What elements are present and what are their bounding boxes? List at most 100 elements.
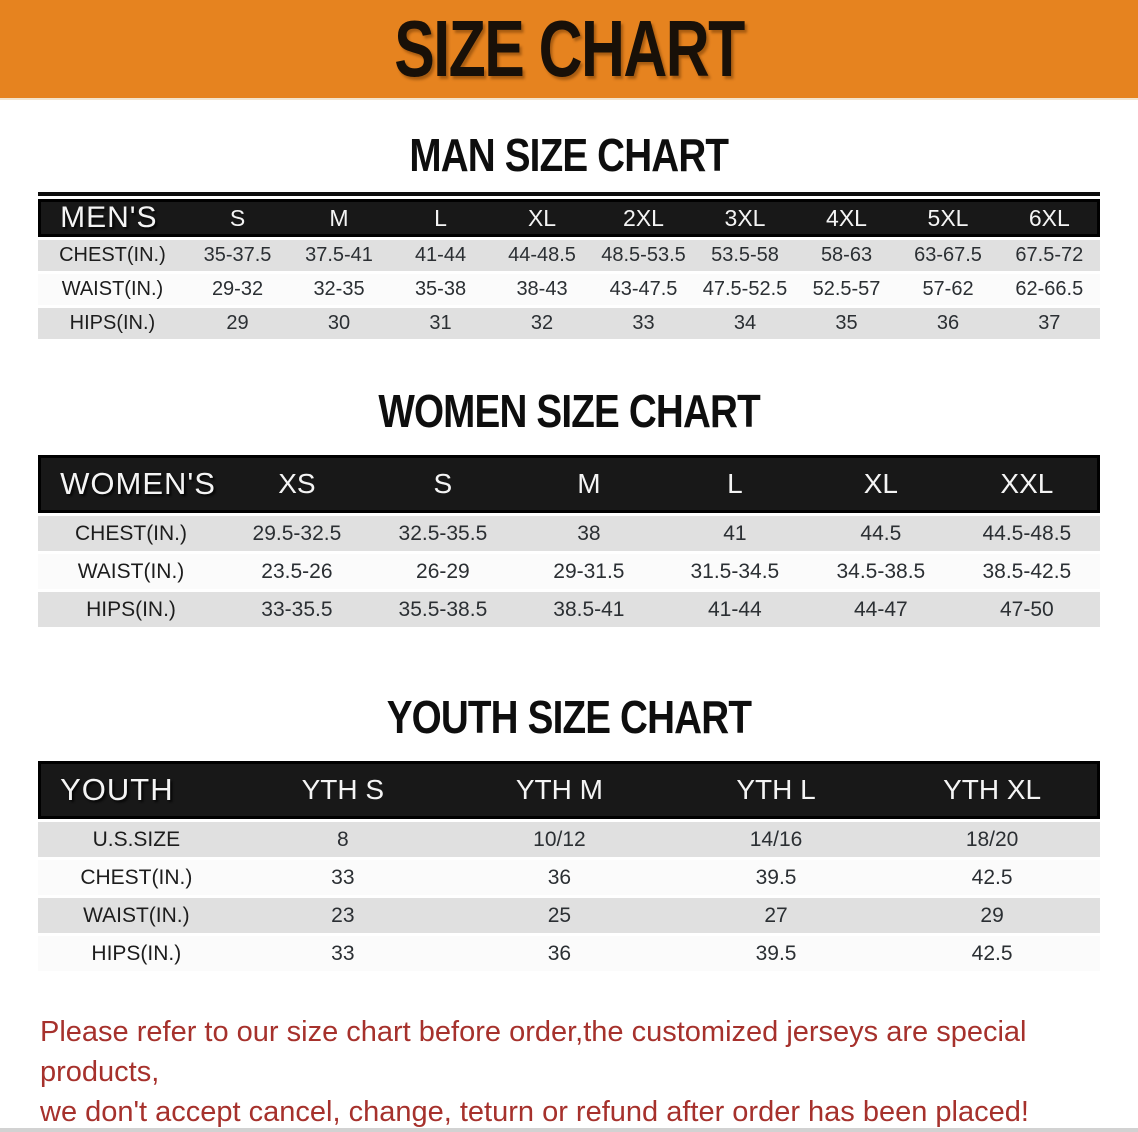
women-corner-label: WOMEN'S (38, 455, 224, 513)
cell: 33 (234, 936, 452, 971)
men-table-header-row: MEN'S S M L XL 2XL 3XL 4XL 5XL 6XL (38, 199, 1100, 237)
row-label: U.S.SIZE (38, 822, 235, 857)
column-header: 3XL (694, 199, 796, 237)
order-policy-note: Please refer to our size chart before or… (40, 1012, 1098, 1132)
men-table-top-rule (38, 192, 1100, 196)
cell: 14/16 (667, 822, 885, 857)
women-size-table: WOMEN'S XS S M L XL XXL CHEST(IN.) 29.5-… (38, 452, 1100, 630)
column-header: XS (223, 455, 370, 513)
cell: 63-67.5 (897, 240, 999, 271)
youth-ussize-row: U.S.SIZE 8 10/12 14/16 18/20 (38, 822, 1100, 857)
cell: 52.5-57 (795, 274, 898, 305)
youth-chest-row: CHEST(IN.) 33 36 39.5 42.5 (38, 860, 1100, 895)
cell: 31.5-34.5 (661, 554, 808, 589)
column-header: S (369, 455, 516, 513)
cell: 32-35 (288, 274, 390, 305)
men-corner-label: MEN'S (38, 199, 187, 237)
column-header: 6XL (998, 199, 1100, 237)
cell: 29-32 (186, 274, 289, 305)
row-label: HIPS(IN.) (38, 936, 235, 971)
row-label: HIPS(IN.) (38, 592, 224, 627)
cell: 26-29 (369, 554, 516, 589)
column-header: YTH L (667, 761, 885, 819)
cell: 33 (592, 308, 695, 339)
cell: 62-66.5 (998, 274, 1100, 305)
men-waist-row: WAIST(IN.) 29-32 32-35 35-38 38-43 43-47… (38, 274, 1100, 305)
cell: 37 (998, 308, 1100, 339)
women-waist-row: WAIST(IN.) 23.5-26 26-29 29-31.5 31.5-34… (38, 554, 1100, 589)
men-hips-row: HIPS(IN.) 29 30 31 32 33 34 35 36 37 (38, 308, 1100, 339)
cell: 36 (451, 936, 668, 971)
cell: 41 (661, 516, 808, 551)
youth-section-heading: YOUTH SIZE CHART (0, 690, 1138, 744)
column-header: YTH M (451, 761, 668, 819)
cell: 41-44 (389, 240, 492, 271)
cell: 44-48.5 (491, 240, 593, 271)
men-section-title: MAN SIZE CHART (409, 129, 730, 181)
cell: 25 (451, 898, 668, 933)
cell: 48.5-53.5 (592, 240, 695, 271)
bottom-edge-strip (0, 1128, 1138, 1132)
cell: 30 (288, 308, 390, 339)
cell: 33-35.5 (223, 592, 370, 627)
men-size-table: MEN'S S M L XL 2XL 3XL 4XL 5XL 6XL CHEST… (38, 196, 1100, 342)
women-section-title: WOMEN SIZE CHART (378, 385, 760, 437)
cell: 58-63 (795, 240, 898, 271)
column-header: 5XL (897, 199, 999, 237)
men-section-heading: MAN SIZE CHART (0, 128, 1138, 182)
cell: 29.5-32.5 (223, 516, 370, 551)
cell: 29 (186, 308, 289, 339)
cell: 29 (884, 898, 1100, 933)
banner-title: SIZE CHART (394, 4, 745, 93)
cell: 37.5-41 (288, 240, 390, 271)
cell: 53.5-58 (694, 240, 796, 271)
women-table-header-row: WOMEN'S XS S M L XL XXL (38, 455, 1100, 513)
column-header: XL (807, 455, 954, 513)
size-chart-banner: SIZE CHART (0, 0, 1138, 100)
column-header: XXL (953, 455, 1100, 513)
cell: 27 (667, 898, 885, 933)
cell: 44.5-48.5 (953, 516, 1100, 551)
column-header: M (515, 455, 662, 513)
cell: 35-38 (389, 274, 492, 305)
women-hips-row: HIPS(IN.) 33-35.5 35.5-38.5 38.5-41 41-4… (38, 592, 1100, 627)
youth-section-title: YOUTH SIZE CHART (386, 691, 752, 743)
cell: 36 (451, 860, 668, 895)
youth-table-header-row: YOUTH YTH S YTH M YTH L YTH XL (38, 761, 1100, 819)
youth-size-table: YOUTH YTH S YTH M YTH L YTH XL U.S.SIZE … (38, 758, 1100, 974)
order-policy-line-1: Please refer to our size chart before or… (40, 1016, 1027, 1089)
cell: 36 (897, 308, 999, 339)
cell: 39.5 (667, 860, 885, 895)
row-label: WAIST(IN.) (38, 274, 187, 305)
column-header: 4XL (795, 199, 898, 237)
cell: 47.5-52.5 (694, 274, 796, 305)
cell: 43-47.5 (592, 274, 695, 305)
cell: 39.5 (667, 936, 885, 971)
column-header: YTH S (234, 761, 452, 819)
row-label: HIPS(IN.) (38, 308, 187, 339)
men-chest-row: CHEST(IN.) 35-37.5 37.5-41 41-44 44-48.5… (38, 240, 1100, 271)
cell: 38.5-41 (515, 592, 662, 627)
cell: 41-44 (661, 592, 808, 627)
cell: 42.5 (884, 860, 1100, 895)
cell: 35 (795, 308, 898, 339)
cell: 38-43 (491, 274, 593, 305)
order-policy-line-2: we don't accept cancel, change, teturn o… (40, 1096, 1029, 1129)
cell: 44-47 (807, 592, 954, 627)
column-header: M (288, 199, 390, 237)
column-header: L (389, 199, 492, 237)
cell: 42.5 (884, 936, 1100, 971)
row-label: CHEST(IN.) (38, 860, 235, 895)
youth-waist-row: WAIST(IN.) 23 25 27 29 (38, 898, 1100, 933)
cell: 47-50 (953, 592, 1100, 627)
cell: 10/12 (451, 822, 668, 857)
cell: 35-37.5 (186, 240, 289, 271)
cell: 44.5 (807, 516, 954, 551)
column-header: XL (491, 199, 593, 237)
column-header: S (186, 199, 289, 237)
cell: 8 (234, 822, 452, 857)
column-header: YTH XL (884, 761, 1100, 819)
cell: 23.5-26 (223, 554, 370, 589)
women-section-heading: WOMEN SIZE CHART (0, 384, 1138, 438)
column-header: 2XL (592, 199, 695, 237)
